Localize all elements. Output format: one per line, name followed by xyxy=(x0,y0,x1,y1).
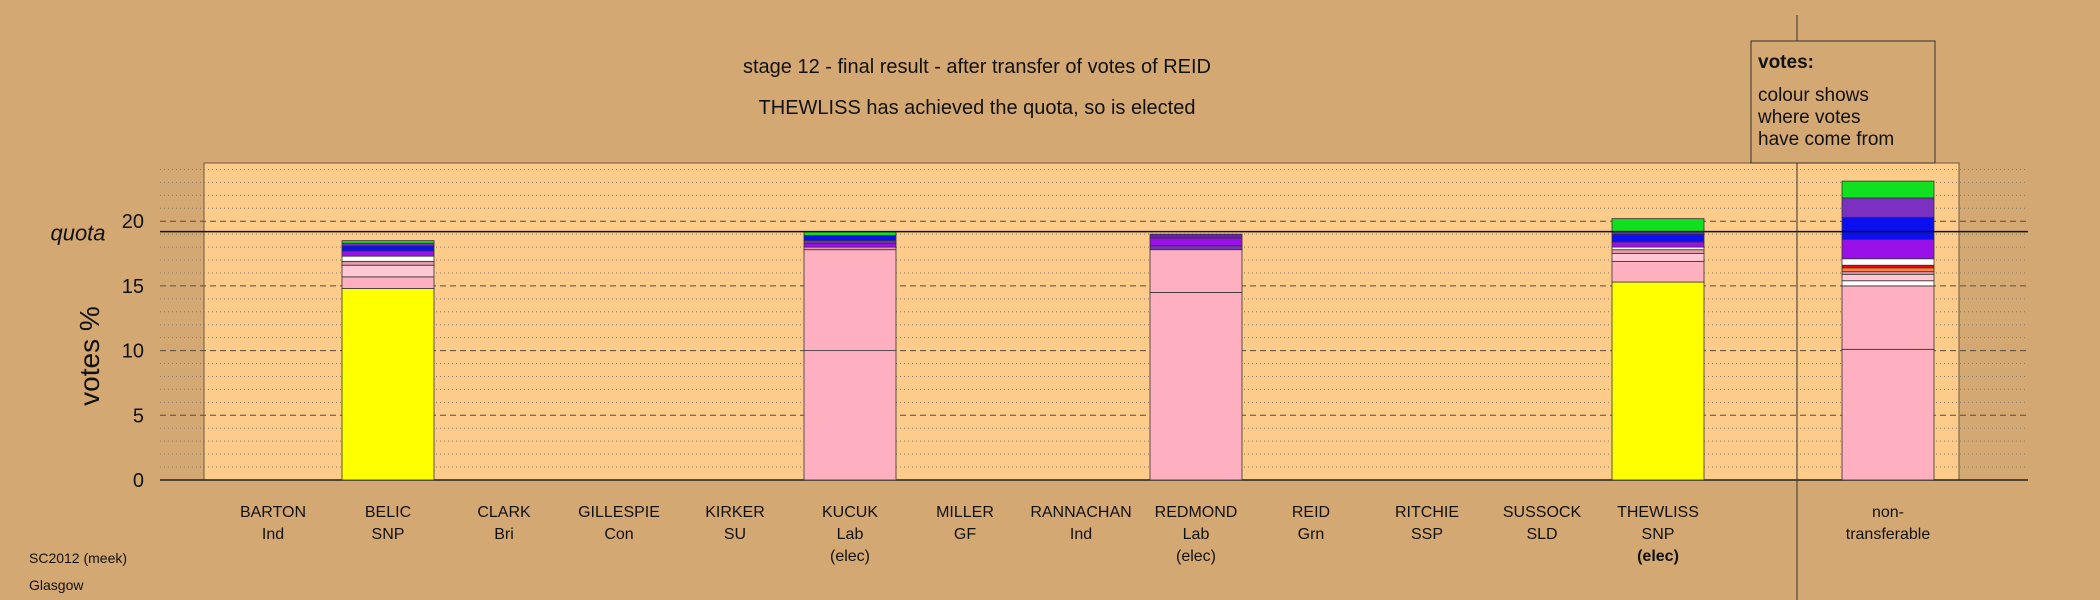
bar-nontransferable-segment-7 xyxy=(1841,258,1935,266)
bar-kucuk-segment-1 xyxy=(803,249,897,352)
candidate-party: Grn xyxy=(1298,526,1325,543)
candidate-name: CLARK xyxy=(477,504,531,521)
candidate-name: REID xyxy=(1292,504,1330,521)
chart-title: stage 12 - final result - after transfer… xyxy=(743,56,1211,78)
bar-thewliss-segment-3 xyxy=(1611,249,1705,254)
y-axis-ticks: 0 5 10 15 20 xyxy=(122,211,144,492)
bar-nontransferable-segment-3 xyxy=(1841,273,1935,282)
candidate-name: KIRKER xyxy=(705,504,765,521)
bar-nontransferable-segment-0 xyxy=(1841,348,1935,481)
candidate-name: KUCUK xyxy=(822,504,878,521)
nontransferable-label-2: transferable xyxy=(1846,526,1931,543)
candidate-party: Bri xyxy=(494,526,514,543)
bar-nontransferable-segment-5 xyxy=(1841,267,1935,273)
bar-nontransferable-segment-8 xyxy=(1841,238,1935,260)
bar-belic-segment-2 xyxy=(341,264,435,278)
nontransferable-label-1: non- xyxy=(1872,504,1904,521)
quota-label: quota xyxy=(50,221,105,246)
bar-belic-segment-8 xyxy=(341,240,435,244)
bar-thewliss-segment-1 xyxy=(1611,260,1705,283)
legend: votes: colour shows where votes have com… xyxy=(1750,40,1936,164)
legend-line-2: where votes xyxy=(1757,107,1860,128)
legend-line-3: have come from xyxy=(1758,129,1894,150)
legend-line-1: colour shows xyxy=(1758,85,1869,106)
y-tick-label: 15 xyxy=(122,276,144,298)
legend-box xyxy=(1750,40,1936,164)
candidate-party: Ind xyxy=(262,526,284,543)
candidate-party: SNP xyxy=(372,526,405,543)
bar-belic-segment-4 xyxy=(341,255,435,262)
bar-redmond-segment-4 xyxy=(1149,233,1243,239)
bar-belic-segment-1 xyxy=(341,276,435,289)
chart-subtitle: THEWLISS has achieved the quota, so is e… xyxy=(759,97,1196,119)
bar-kucuk-segment-3 xyxy=(803,242,897,248)
quota-group: quota xyxy=(50,221,2028,246)
bar-redmond-segment-0 xyxy=(1149,291,1243,481)
bar-thewliss-segment-2 xyxy=(1611,253,1705,262)
candidate-name: REDMOND xyxy=(1155,504,1238,521)
candidate-party: Ind xyxy=(1070,526,1092,543)
y-tick-label: 5 xyxy=(133,405,144,427)
bar-redmond-segment-1 xyxy=(1149,249,1243,293)
bar-thewliss-segment-6 xyxy=(1611,233,1705,243)
candidate-name: MILLER xyxy=(936,504,994,521)
bars xyxy=(341,180,1935,481)
candidate-party: SLD xyxy=(1526,526,1557,543)
candidate-name: BELIC xyxy=(365,504,411,521)
y-tick-label: 0 xyxy=(133,470,144,492)
bar-nontransferable-segment-2 xyxy=(1841,280,1935,287)
candidate-party: SU xyxy=(724,526,746,543)
bar-kucuk-segment-5 xyxy=(803,235,897,242)
bar-nontransferable-segment-11 xyxy=(1841,180,1935,199)
legend-title: votes: xyxy=(1758,52,1814,73)
candidate-name: BARTON xyxy=(240,504,306,521)
candidate-party: Lab xyxy=(1183,526,1210,543)
footer-line-1: SC2012 (meek) xyxy=(29,550,127,566)
bar-belic-segment-5 xyxy=(341,250,435,257)
bar-nontransferable-segment-9 xyxy=(1841,216,1935,240)
candidate-status: (elec) xyxy=(1176,548,1216,565)
candidate-party: GF xyxy=(954,526,976,543)
candidate-party: Lab xyxy=(837,526,864,543)
bar-nontransferable-segment-1 xyxy=(1841,285,1935,350)
bar-thewliss-segment-0 xyxy=(1611,281,1705,481)
footer-line-2: Glasgow xyxy=(29,577,84,593)
y-tick-label: 20 xyxy=(122,211,144,233)
bar-belic-segment-0 xyxy=(341,288,435,481)
bar-thewliss-segment-8 xyxy=(1611,218,1705,232)
candidate-status: (elec) xyxy=(830,548,870,565)
candidate-name: RANNACHAN xyxy=(1030,504,1131,521)
candidate-party: SNP xyxy=(1642,526,1675,543)
candidate-party: SSP xyxy=(1411,526,1443,543)
candidate-party: Con xyxy=(604,526,633,543)
grid-lines xyxy=(160,168,2028,481)
candidate-name: GILLESPIE xyxy=(578,504,660,521)
bar-redmond-segment-3 xyxy=(1149,237,1243,247)
bar-nontransferable-segment-10 xyxy=(1841,197,1935,218)
x-axis-labels: BARTON Ind BELIC SNP CLARK Bri GILLESPIE Con KIR… xyxy=(240,504,1930,565)
candidate-name: SUSSOCK xyxy=(1503,504,1582,521)
candidate-name: THEWLISS xyxy=(1617,504,1699,521)
bar-belic-segment-3 xyxy=(341,260,435,266)
bar-kucuk-segment-0 xyxy=(803,350,897,481)
y-tick-label: 10 xyxy=(122,341,144,363)
bar-belic-segment-6 xyxy=(341,245,435,252)
bar-redmond-segment-2 xyxy=(1149,245,1243,251)
bar-thewliss-segment-5 xyxy=(1611,241,1705,248)
candidate-status: (elec) xyxy=(1637,548,1679,565)
y-axis-label: votes % xyxy=(74,306,105,406)
candidate-name: RITCHIE xyxy=(1395,504,1459,521)
